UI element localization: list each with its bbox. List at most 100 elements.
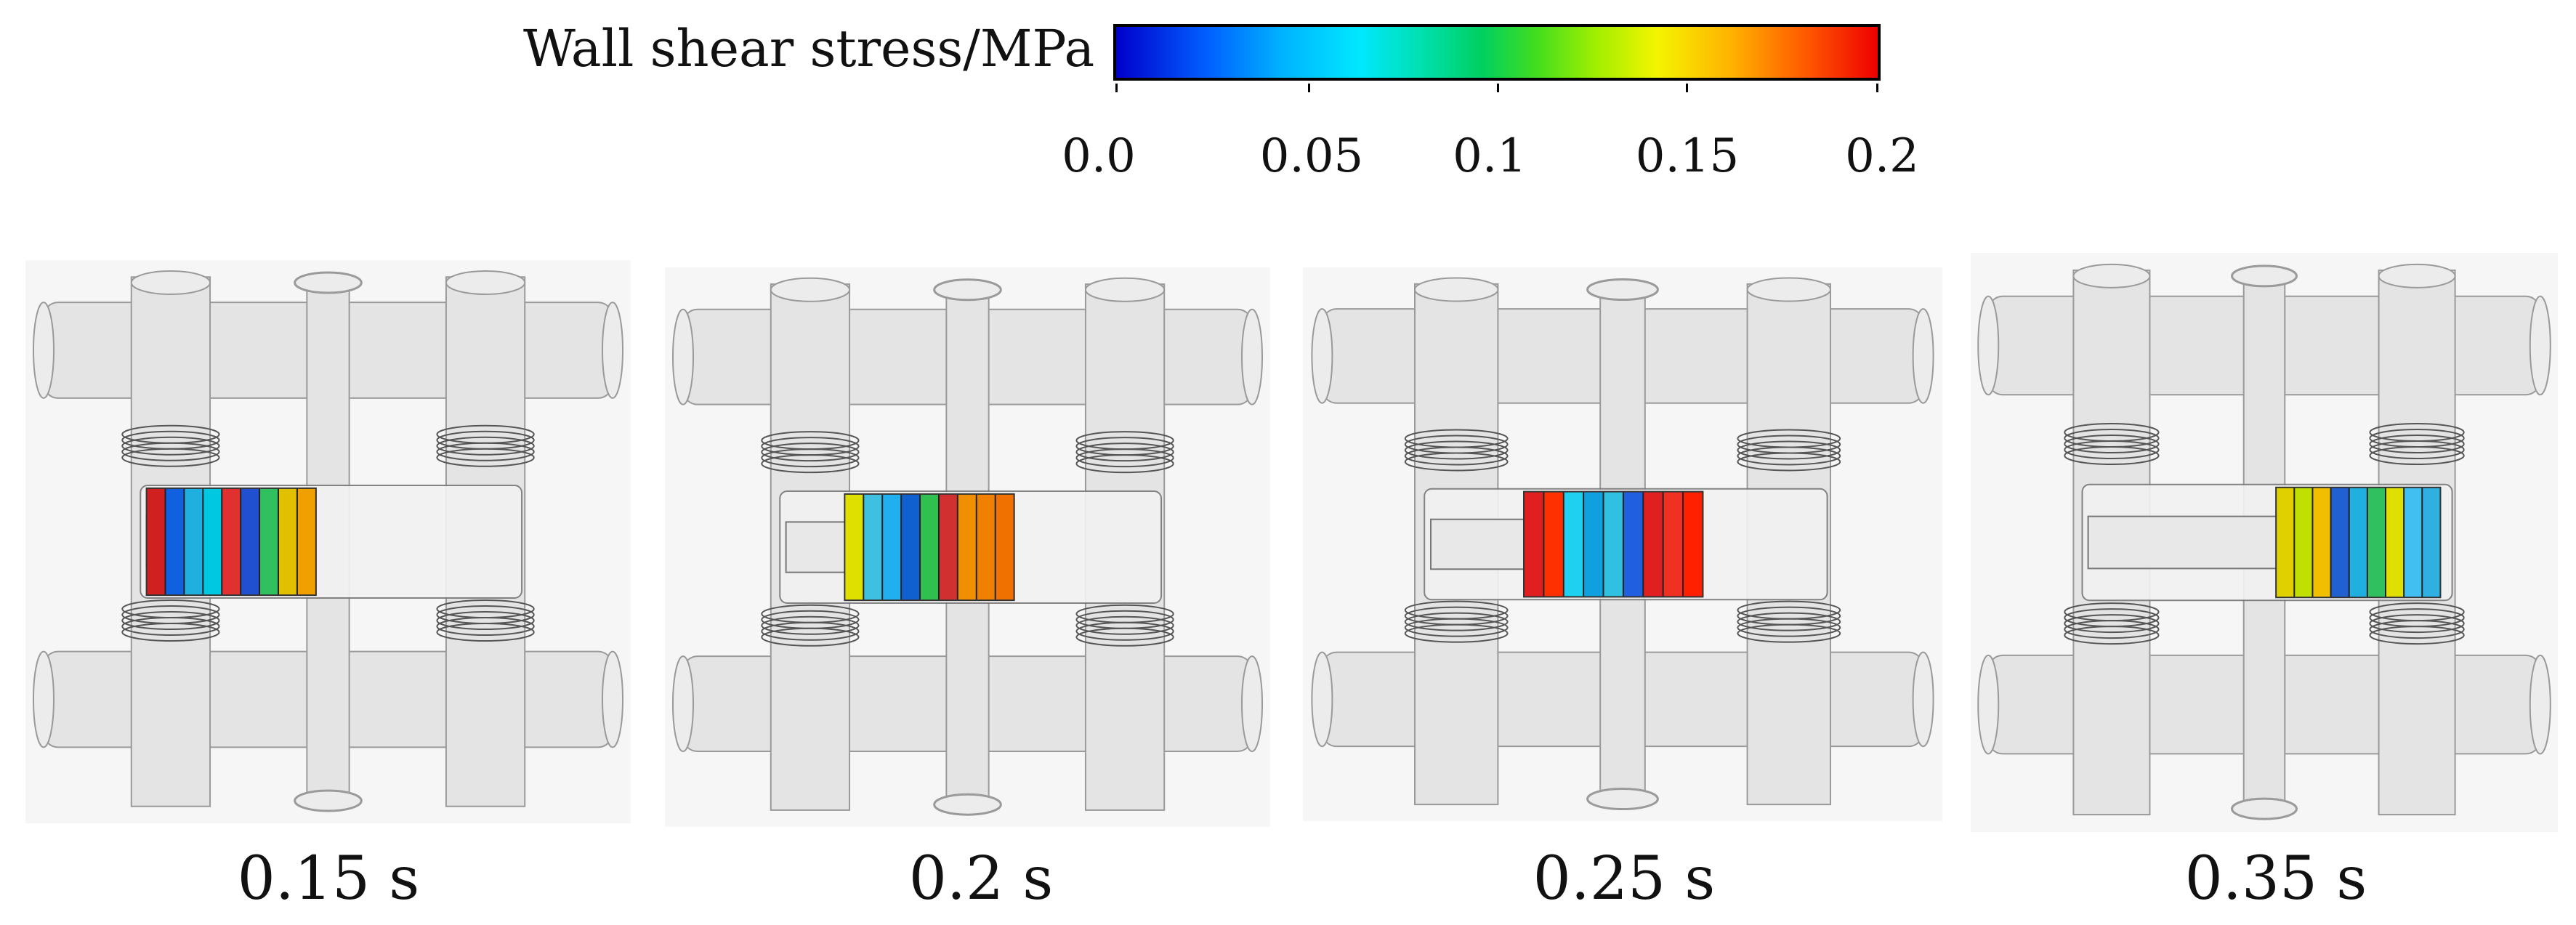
seal-ring <box>2064 446 2160 466</box>
stress-band <box>2404 487 2423 598</box>
colorbar-tick <box>1686 84 1688 92</box>
port-end <box>2231 797 2298 820</box>
valve-model-svg <box>1311 277 1934 811</box>
spool <box>145 487 317 597</box>
seal-ring <box>1404 440 1509 460</box>
seal-ring <box>2369 626 2465 645</box>
pipe-end <box>1311 651 1333 748</box>
seal-ring <box>121 442 220 461</box>
spool-outline <box>2275 486 2442 599</box>
port-end <box>2378 263 2456 288</box>
seal-ring <box>121 623 220 642</box>
pipe-end <box>1311 308 1333 404</box>
time-label: 0.25 s <box>1533 844 1716 913</box>
pipe-end <box>1241 655 1264 753</box>
seal-ring <box>2064 614 2160 634</box>
port-end <box>2072 263 2151 288</box>
pipe-end <box>1912 308 1934 404</box>
seal-ring <box>1737 618 1841 637</box>
seal-ring <box>1737 452 1841 472</box>
seal-ring <box>1075 448 1174 468</box>
stress-band <box>957 493 977 601</box>
seal-ring <box>2369 435 2465 454</box>
colorbar-tick-label: 0.2 <box>1845 129 1919 183</box>
port-end <box>1586 278 1659 301</box>
spool <box>785 493 1015 602</box>
port-end <box>1084 277 1166 302</box>
seal-ring <box>436 436 535 456</box>
seal-ring <box>2369 440 2465 460</box>
seal-ring <box>1404 623 1509 643</box>
stress-band <box>1563 491 1585 597</box>
stress-band <box>146 488 166 596</box>
seal-ring <box>1075 443 1174 462</box>
pipe-end <box>32 302 54 399</box>
spool-outline <box>844 493 1015 602</box>
colorbar-tick <box>1308 84 1310 92</box>
pipe-end <box>602 302 624 399</box>
seal-ring <box>2064 620 2160 639</box>
colorbar-tick <box>1497 84 1499 92</box>
stress-band <box>920 493 940 601</box>
seal-ring <box>1075 615 1174 635</box>
pipe-end <box>1912 651 1934 748</box>
stress-band <box>2330 487 2350 598</box>
port-end <box>294 789 363 812</box>
valve-model-svg <box>671 277 1264 816</box>
seal-ring <box>2064 440 2160 460</box>
colorbar-title: Wall shear stress/MPa <box>523 19 1095 78</box>
stress-band <box>976 493 996 601</box>
pipe-end <box>671 655 694 753</box>
stress-band <box>2422 487 2442 598</box>
stress-band <box>278 488 298 596</box>
stress-band <box>863 493 884 601</box>
seal-ring <box>121 611 220 630</box>
port-end <box>445 270 526 295</box>
port-end <box>770 277 851 302</box>
stress-band <box>1623 491 1644 597</box>
port-end <box>933 793 1002 816</box>
pipe-end <box>2529 654 2551 755</box>
stress-band <box>1524 491 1545 597</box>
seal-ring <box>2369 614 2465 634</box>
valve-body <box>1311 277 1934 811</box>
stress-band <box>844 493 865 601</box>
stress-band <box>995 493 1015 601</box>
stress-band <box>1543 491 1564 597</box>
port-end <box>130 270 211 295</box>
seal-ring <box>1404 612 1509 631</box>
stress-band <box>203 488 223 596</box>
seal-ring <box>761 443 860 462</box>
spool-outline <box>1523 490 1704 598</box>
spool-rod <box>785 521 849 573</box>
seal-ring <box>436 623 535 642</box>
seal-ring <box>1075 627 1174 647</box>
seal-ring <box>761 627 860 647</box>
colorbar-tick <box>1115 84 1118 92</box>
colorbar-tick <box>1876 84 1878 92</box>
port-end <box>1746 277 1831 302</box>
spool-rod <box>1430 518 1528 570</box>
panel-valve-0-15s <box>25 260 631 823</box>
stress-band <box>2385 487 2405 598</box>
stress-band <box>1683 491 1704 597</box>
seal-ring <box>436 617 535 636</box>
seal-ring <box>761 615 860 635</box>
seal-ring <box>121 617 220 636</box>
stress-band <box>2312 487 2332 598</box>
seal-ring <box>436 611 535 630</box>
port-end <box>294 271 363 294</box>
stress-band <box>259 488 280 596</box>
seal-ring <box>436 442 535 461</box>
seal-ring <box>1075 621 1174 641</box>
stress-band <box>241 488 261 596</box>
colorbar-tick-label: 0.15 <box>1635 129 1740 183</box>
time-label: 0.15 s <box>237 844 420 913</box>
seal-ring <box>1075 454 1174 474</box>
time-label: 0.35 s <box>2184 844 2367 913</box>
seal-ring <box>761 454 860 474</box>
valve-body <box>32 270 624 812</box>
spool <box>1430 490 1704 598</box>
pipe-end <box>2529 295 2551 396</box>
seal-ring <box>2064 626 2160 645</box>
